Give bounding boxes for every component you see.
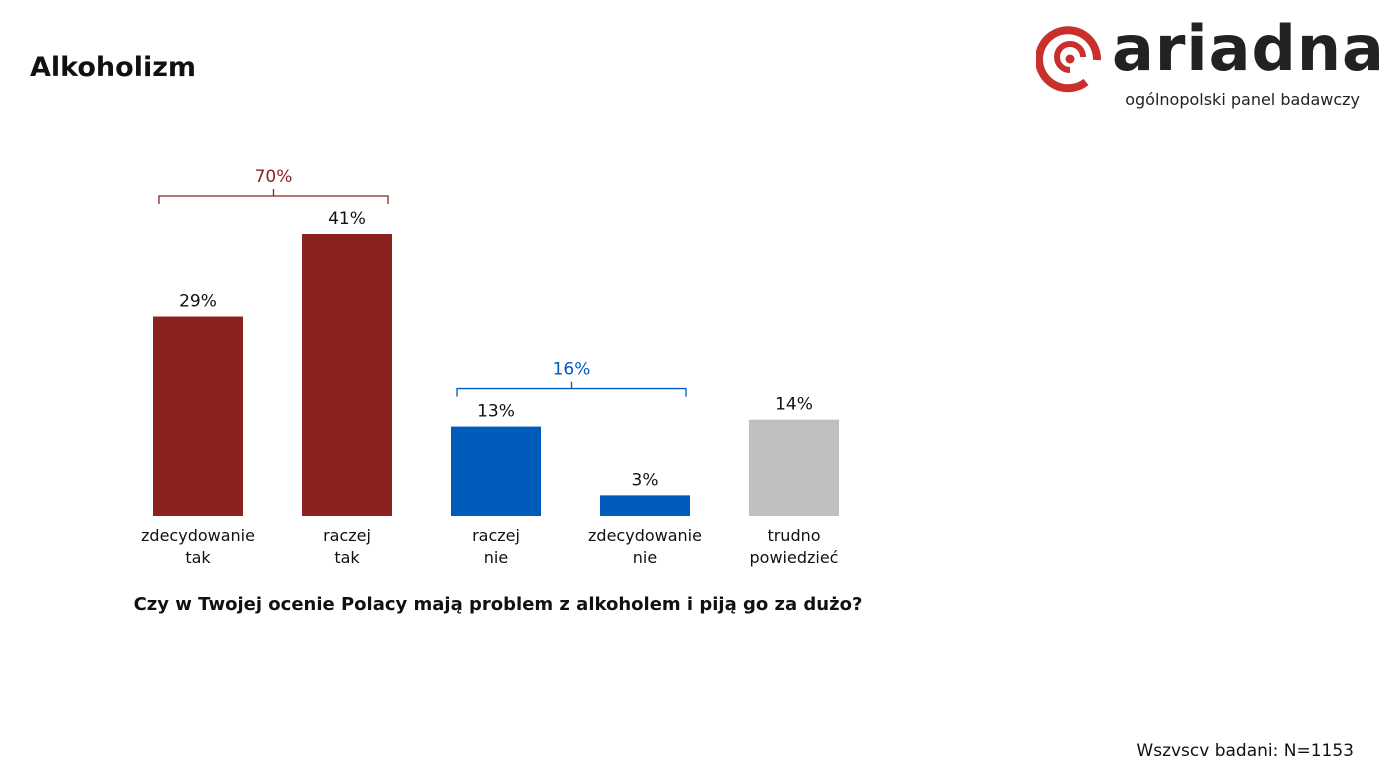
category-label: nie [484, 548, 508, 567]
bar [302, 234, 392, 516]
logo-tagline: ogólnopolski panel badawczy [1125, 90, 1360, 109]
bar [749, 419, 839, 516]
group-bracket [158, 189, 389, 204]
page-title: Alkoholizm [30, 52, 197, 83]
bar-value-label: 3% [632, 470, 659, 490]
bar [153, 316, 243, 516]
bar [600, 495, 690, 516]
category-label: powiedzieć [750, 548, 839, 567]
ariadna-spiral-icon [1036, 26, 1102, 93]
category-label: tak [185, 548, 211, 567]
bar-value-label: 41% [328, 209, 366, 229]
bar-chart: 29% zdecydowanie tak 41% raczej tak 13% raczej n… [141, 167, 839, 567]
bar-value-label: 14% [775, 395, 813, 415]
group-total-label: 70% [255, 167, 293, 187]
category-label: tak [334, 548, 360, 567]
category-label: trudno [767, 526, 820, 545]
logo-wordmark: ariadna [1112, 12, 1385, 85]
sample-size-note: Wszvscv badani: N=1153 [1136, 741, 1354, 761]
ariadna-logo: ariadna ogólnopolski panel badawczy [1036, 12, 1384, 114]
category-label: raczej [323, 526, 371, 545]
category-label: zdecydowanie [588, 526, 702, 545]
bar [451, 426, 541, 516]
category-label: raczej [472, 526, 520, 545]
category-label: zdecydowanie [141, 526, 255, 545]
category-label: nie [633, 548, 657, 567]
bar-value-label: 29% [179, 292, 217, 312]
bar-value-label: 13% [477, 402, 515, 422]
chart-question: Czy w Twojej ocenie Polacy mają problem … [133, 594, 863, 615]
group-total-label: 16% [553, 360, 591, 380]
group-bracket [456, 381, 687, 397]
